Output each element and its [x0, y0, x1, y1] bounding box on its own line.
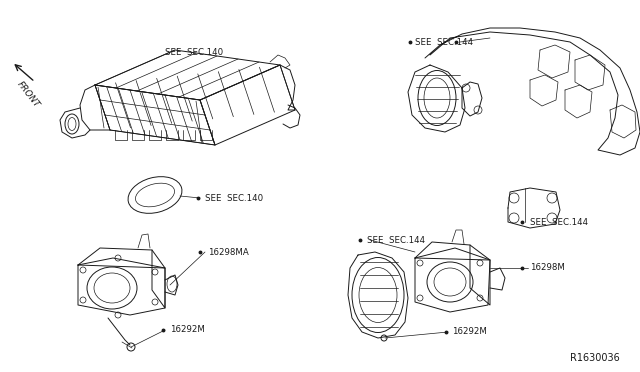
Text: FRONT: FRONT	[15, 80, 41, 110]
Text: R1630036: R1630036	[570, 353, 620, 363]
Text: SEE  SEC.140: SEE SEC.140	[165, 48, 223, 57]
Text: SEE  SEC.140: SEE SEC.140	[205, 193, 263, 202]
Text: 16292M: 16292M	[170, 326, 205, 334]
Text: 16292M: 16292M	[452, 327, 487, 337]
Text: SEE  SEC.144: SEE SEC.144	[367, 235, 425, 244]
Text: SEE  SEC.144: SEE SEC.144	[530, 218, 588, 227]
Text: 16298MA: 16298MA	[208, 247, 249, 257]
Text: SEE  SEC.144: SEE SEC.144	[415, 38, 473, 46]
Text: 16298M: 16298M	[530, 263, 565, 273]
